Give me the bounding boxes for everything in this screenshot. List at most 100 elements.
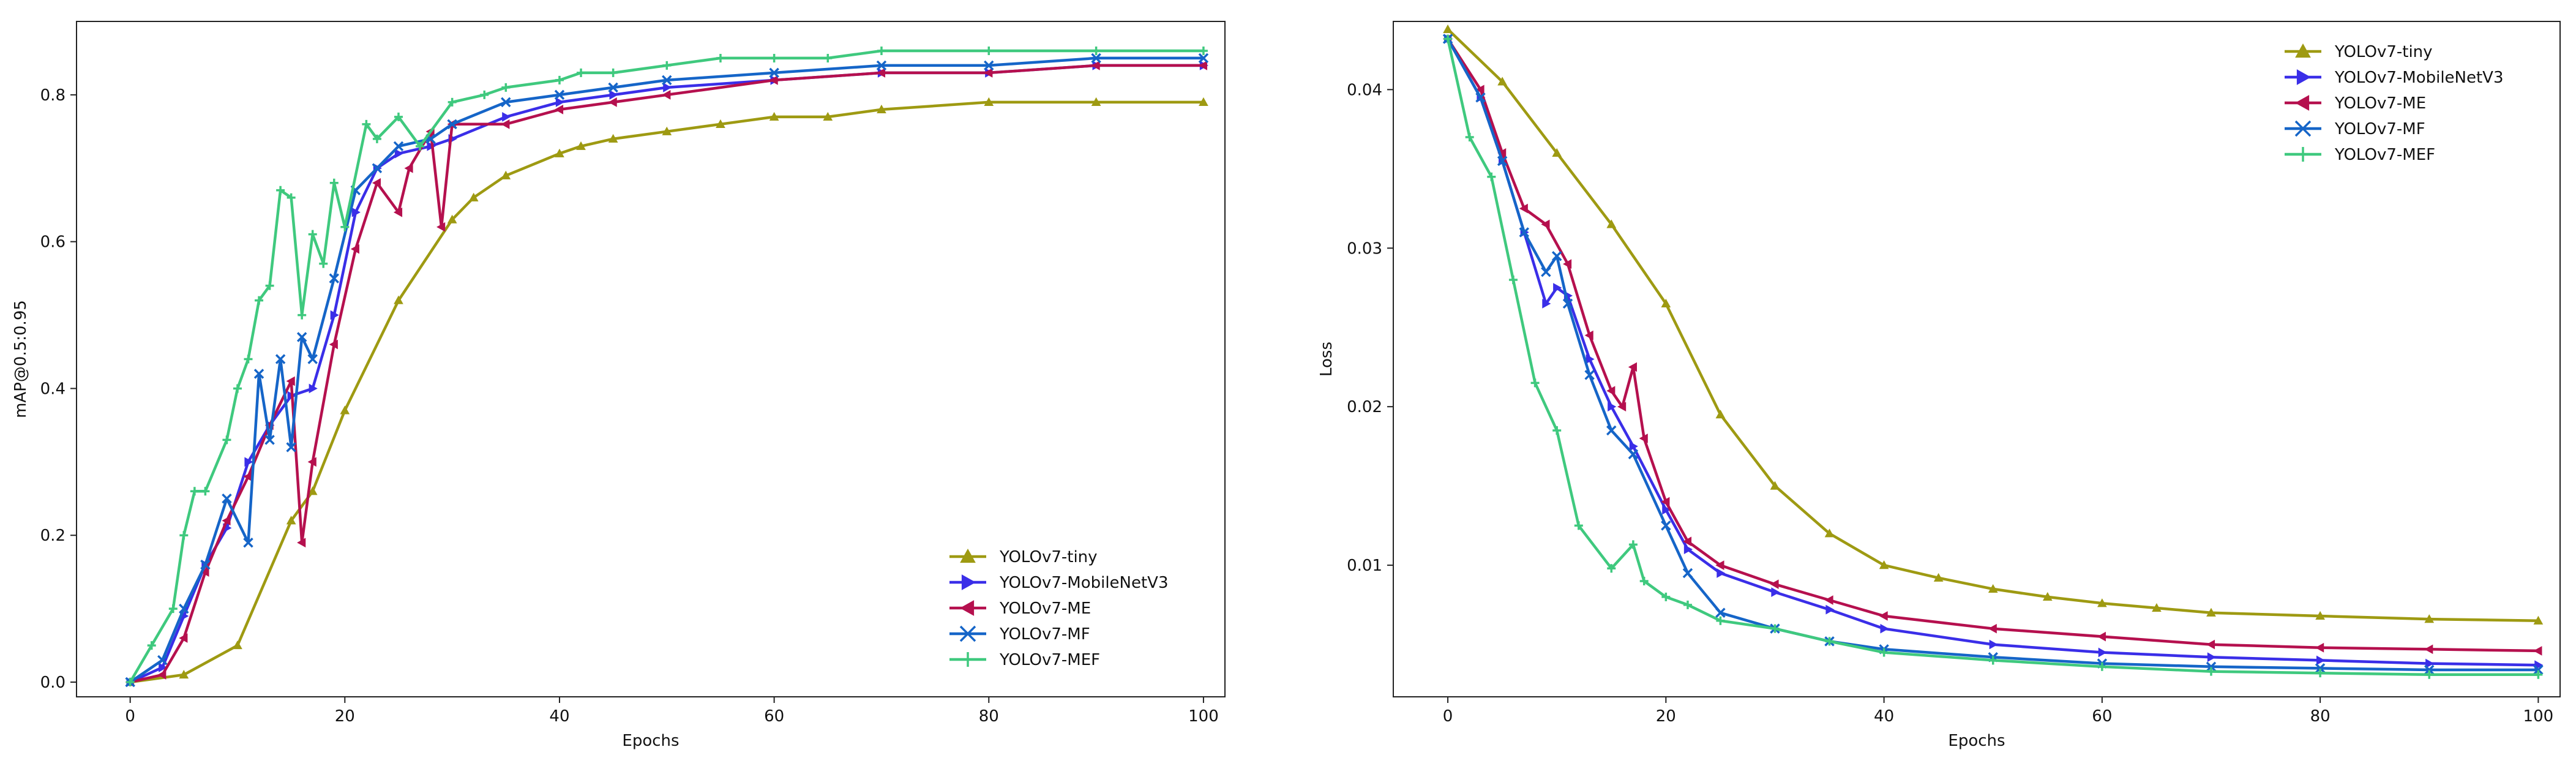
series-line: [1446, 37, 2540, 672]
data-point: [2424, 644, 2433, 655]
series-yolov7-mf: [125, 53, 1209, 688]
data-point: [823, 53, 833, 62]
data-point: [1880, 623, 1889, 634]
data-point: [329, 178, 339, 187]
series-yolov7-mef: [125, 46, 1208, 687]
data-point: [2425, 658, 2435, 669]
legend-label-yolov7-mef: YOLOv7-MEF: [2334, 146, 2435, 164]
data-point: [2533, 646, 2542, 656]
data-point: [255, 296, 264, 305]
legend-marker: [2296, 69, 2312, 85]
data-point: [501, 170, 511, 179]
data-point: [393, 141, 404, 152]
data-point: [286, 376, 295, 386]
data-point: [179, 531, 189, 540]
data-point: [394, 295, 403, 304]
x-tick-label: 20: [335, 707, 355, 726]
legend-marker: [2295, 43, 2311, 58]
data-point: [286, 516, 296, 525]
data-point: [1541, 266, 1551, 277]
legend-marker: [960, 652, 975, 667]
legend: YOLOv7-tiny YOLOv7-MobileNetV3 YOLOv7-ME YO…: [2285, 43, 2504, 164]
data-point: [608, 133, 618, 143]
data-point: [394, 148, 404, 159]
data-point: [1988, 584, 1998, 593]
data-point: [1475, 84, 1485, 95]
data-point: [2533, 664, 2544, 675]
legend-label-yolov7-me: YOLOv7-ME: [999, 599, 1091, 618]
x-tick-label: 40: [549, 707, 569, 726]
data-point: [577, 68, 586, 77]
series-yolov7-mef: [1443, 34, 2543, 679]
legend-marker: [961, 574, 976, 590]
data-point: [2315, 610, 2325, 620]
data-point: [1091, 61, 1100, 70]
data-point: [501, 83, 511, 92]
data-point: [1989, 639, 1998, 650]
data-point: [447, 119, 457, 130]
y-tick-label: 0.0: [40, 674, 66, 692]
data-point: [1617, 402, 1627, 412]
data-point: [233, 640, 242, 650]
data-point: [2152, 603, 2162, 612]
data-point: [769, 111, 779, 121]
data-point: [501, 97, 511, 108]
data-point: [1553, 283, 1562, 293]
data-point: [222, 435, 231, 445]
data-point: [1487, 172, 1496, 181]
data-point: [1933, 573, 1944, 582]
series-yolov7-mobilenetv3: [1443, 34, 2544, 670]
data-point: [1824, 528, 1835, 538]
data-point: [362, 119, 371, 129]
data-point: [1541, 219, 1550, 230]
data-point: [1574, 521, 1583, 530]
data-point: [340, 405, 350, 415]
data-point: [984, 97, 994, 106]
data-point: [1682, 568, 1693, 579]
legend-marker: [959, 600, 975, 616]
data-point: [404, 163, 413, 173]
data-point: [1199, 97, 1208, 106]
data-point: [179, 603, 189, 614]
x-tick-label: 80: [2310, 707, 2331, 726]
data-point: [1552, 148, 1562, 157]
data-point: [1465, 133, 1474, 142]
data-point: [276, 186, 285, 195]
data-point: [2315, 663, 2326, 674]
data-point: [286, 442, 296, 452]
data-point: [307, 354, 318, 364]
data-point: [554, 105, 564, 115]
data-point: [319, 259, 328, 268]
data-point: [265, 281, 274, 290]
data-point: [555, 75, 564, 84]
data-point: [190, 487, 199, 496]
x-axis-title: Epochs: [622, 732, 679, 750]
x-tick-label: 0: [125, 707, 135, 726]
data-point: [1715, 560, 1724, 570]
data-point: [662, 61, 672, 70]
legend-label-yolov7-mef: YOLOv7-MEF: [999, 651, 1100, 669]
data-point: [200, 559, 211, 570]
data-point: [1661, 592, 1671, 601]
data-point: [1683, 544, 1693, 555]
data-point: [2316, 655, 2326, 666]
data-point: [296, 332, 307, 342]
legend-label-yolov7-mf: YOLOv7-MF: [999, 625, 1090, 644]
data-point: [244, 457, 253, 467]
data-point: [1530, 378, 1540, 388]
y-tick-label: 0.01: [1347, 557, 1382, 575]
data-point: [1770, 579, 1779, 590]
data-point: [1716, 616, 1725, 625]
data-point: [416, 141, 425, 151]
x-tick-label: 100: [1188, 707, 1219, 726]
y-tick-label: 0.02: [1347, 398, 1382, 416]
data-point: [1824, 595, 1833, 605]
data-point: [308, 230, 317, 239]
series-line: [1446, 37, 2540, 667]
data-point: [1770, 481, 1780, 490]
data-point: [253, 369, 264, 379]
data-point: [2424, 614, 2435, 623]
x-tick-label: 100: [2523, 707, 2554, 726]
data-point: [1497, 148, 1507, 158]
data-point: [1608, 402, 1617, 412]
